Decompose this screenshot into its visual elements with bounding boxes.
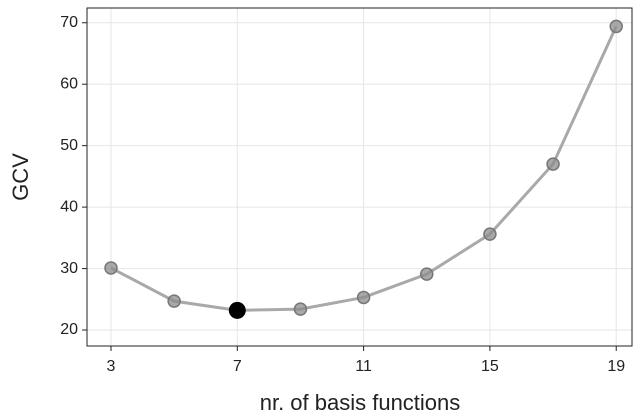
y-tick-label: 30 — [60, 260, 78, 277]
point — [228, 301, 246, 319]
point — [483, 227, 497, 241]
x-tick-label: 3 — [107, 358, 116, 375]
y-tick-label: 50 — [60, 137, 78, 154]
point — [167, 294, 181, 308]
plot-frame — [86, 7, 633, 347]
y-tick-label: 60 — [60, 75, 78, 92]
x-axis-label: nr. of basis functions — [260, 390, 461, 415]
x-tick-label: 7 — [233, 358, 242, 375]
point — [546, 157, 560, 171]
x-tick-label: 11 — [355, 358, 372, 375]
x-tick-label: 15 — [481, 358, 499, 375]
y-tick-label: 40 — [60, 198, 78, 215]
y-axis-label: GCV — [8, 153, 33, 201]
y-tick-label: 20 — [60, 321, 78, 338]
point — [420, 267, 434, 281]
y-tick-label: 70 — [60, 14, 78, 31]
point — [609, 19, 623, 34]
point — [356, 290, 371, 305]
x-tick-label: 19 — [607, 358, 625, 375]
point — [104, 261, 118, 275]
point — [293, 302, 308, 316]
